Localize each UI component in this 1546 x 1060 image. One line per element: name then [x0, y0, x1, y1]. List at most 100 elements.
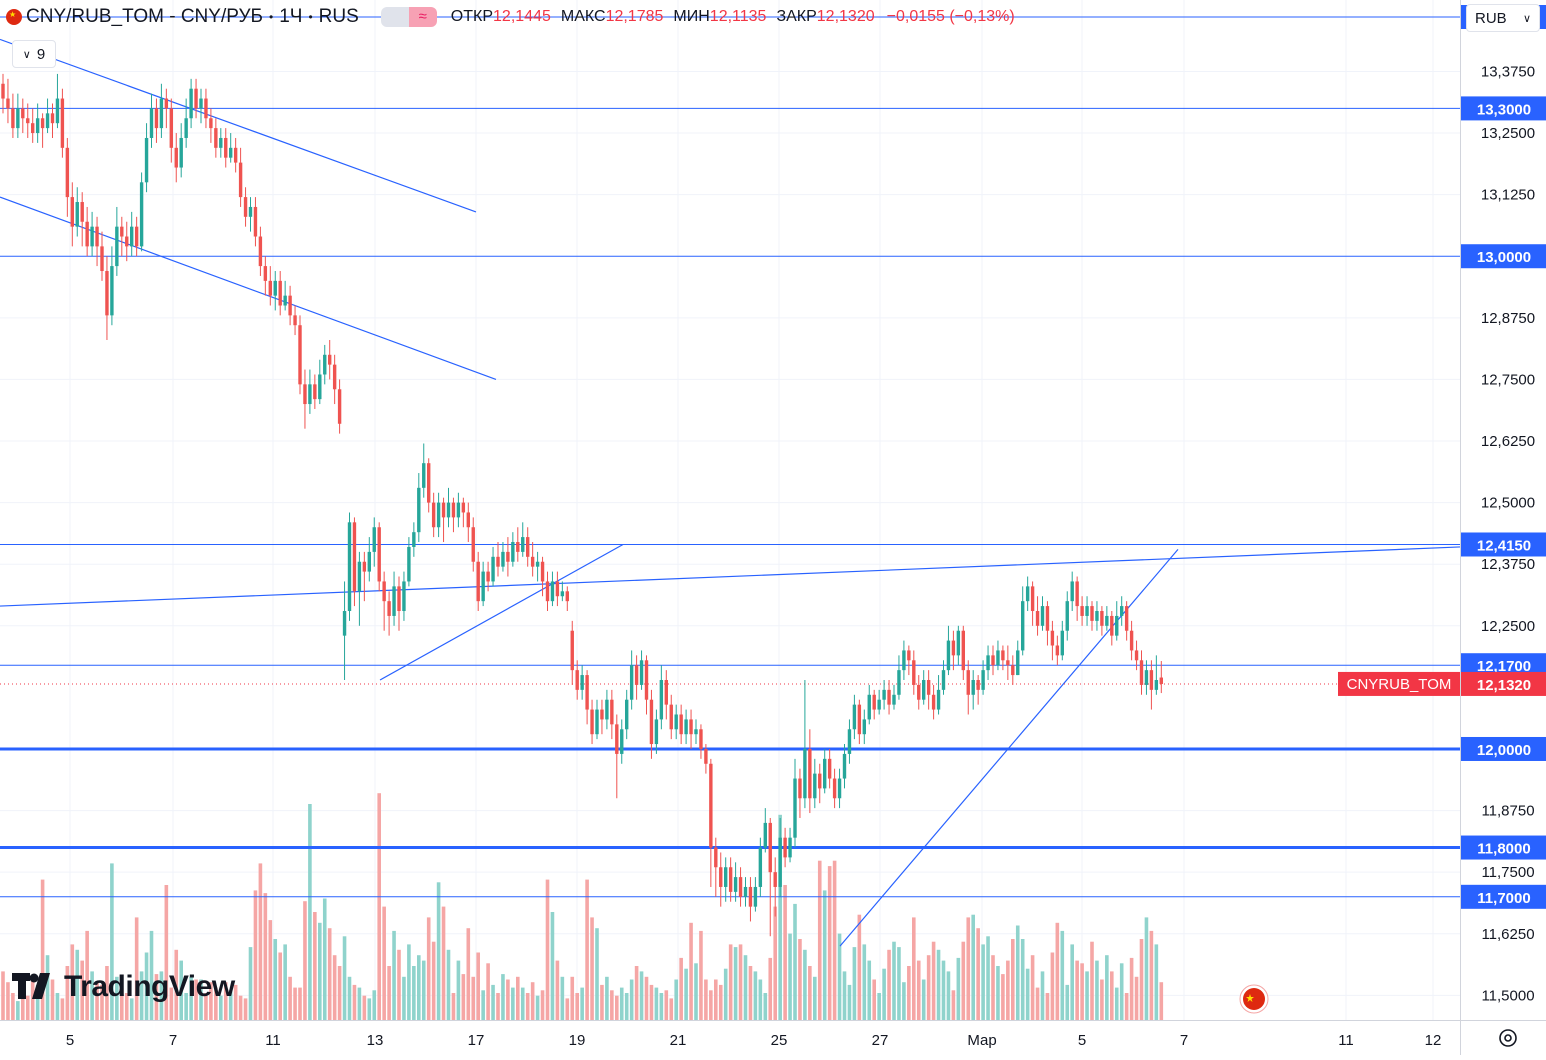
candle — [852, 694, 857, 740]
settings-gear-icon[interactable] — [1496, 1026, 1520, 1050]
volume-bar — [164, 885, 169, 1020]
candle-body — [382, 581, 386, 602]
candle-body — [1110, 615, 1114, 636]
candle — [100, 231, 104, 281]
candle-body — [26, 118, 30, 124]
candle-body — [714, 847, 718, 868]
candle-body — [1105, 615, 1109, 626]
price-tick-label: 12,7500 — [1481, 371, 1535, 388]
candle — [575, 660, 579, 700]
candle-body — [263, 266, 268, 281]
candle — [243, 187, 248, 227]
candle-body — [971, 680, 975, 695]
candle-body — [431, 502, 436, 528]
volume-bar — [6, 982, 10, 1020]
candle — [288, 285, 292, 326]
candle — [897, 655, 901, 700]
time-tick-label: 7 — [169, 1032, 177, 1049]
collapse-legend-button[interactable]: ∨ 9 — [12, 40, 56, 68]
candle-body — [224, 137, 228, 158]
time-axis[interactable]: 5 7 11 13 17 19 21 25 27 Мар 5 7 11 12 — [0, 1020, 1460, 1055]
candle-body — [545, 581, 550, 602]
volume-bar — [634, 966, 639, 1020]
price-scale: 13,3750 13,2500 13,1250 12,8750 12,7500 12,62… — [1461, 5, 1546, 1004]
candle-body — [808, 748, 812, 799]
candle — [629, 650, 634, 710]
currency-select[interactable]: RUB ∨ — [1466, 4, 1540, 32]
candle — [738, 867, 743, 907]
volume-bar — [872, 979, 876, 1020]
volume-bar — [704, 979, 708, 1020]
candle — [1139, 650, 1144, 695]
candle-body — [907, 650, 911, 661]
candle — [65, 137, 70, 217]
volume-bar — [991, 955, 995, 1020]
volume-bar — [60, 998, 65, 1020]
volume-bar — [1090, 941, 1094, 1020]
candle-body — [1090, 606, 1094, 621]
candle — [95, 216, 99, 267]
candle — [476, 551, 480, 612]
volume-bar — [808, 966, 812, 1020]
volume-bar — [253, 890, 258, 1020]
candle-body — [278, 280, 282, 306]
approx-icon[interactable]: ≈ — [408, 7, 437, 27]
candle-body — [654, 719, 659, 745]
candle — [813, 758, 817, 809]
candle-body — [436, 502, 441, 528]
volume-bar — [1144, 917, 1149, 1020]
price-axis[interactable]: 13,3750 13,2500 13,1250 12,8750 12,7500 12,62… — [1460, 0, 1546, 1020]
candle — [976, 675, 980, 705]
volume-bar — [1139, 939, 1144, 1020]
candle-body — [243, 197, 248, 217]
volume-bar — [70, 944, 75, 1020]
candle — [654, 709, 659, 754]
volume-bar — [1065, 984, 1070, 1020]
symbol-title[interactable]: CNY/RUB_TOM - CNY/РУБ — [26, 6, 264, 27]
volume-bar — [1070, 944, 1074, 1020]
close-label: ЗАКР — [776, 8, 817, 25]
price-tick-label: 13,2500 — [1481, 125, 1535, 142]
candle — [620, 719, 624, 764]
candle-body — [1035, 611, 1040, 626]
volume-bar — [129, 998, 134, 1020]
volume-bar — [580, 987, 584, 1020]
candle-body — [229, 147, 233, 158]
candle-body — [16, 108, 20, 129]
candle-body — [476, 561, 480, 602]
candle — [283, 280, 287, 311]
indicator-toggle[interactable]: ≈ — [380, 7, 437, 27]
volume-bar — [832, 860, 837, 1020]
chart-pane[interactable]: CNYRUB_TOM — [0, 0, 1460, 1020]
candle — [832, 768, 837, 809]
interval-label[interactable]: 1Ч — [279, 6, 303, 27]
candle-body — [80, 202, 84, 222]
candle-body — [328, 354, 332, 365]
candle — [397, 576, 401, 631]
candle-body — [847, 729, 852, 754]
candle-body — [1085, 606, 1089, 616]
volume-bar — [110, 863, 114, 1020]
symbol-legend: CNY/RUB_TOM - CNY/РУБ • 1Ч • RUS ≈ ОТКР … — [6, 5, 1015, 29]
candle — [669, 694, 673, 740]
candle-body — [788, 837, 792, 858]
volume-bar — [1154, 944, 1159, 1020]
volume-bar — [728, 944, 733, 1020]
candle-body — [461, 502, 466, 513]
candle-body — [506, 551, 510, 562]
candle-body — [585, 675, 589, 710]
candle-body — [1, 83, 5, 99]
level-price-badge — [1461, 532, 1546, 557]
volume-bar — [1025, 968, 1030, 1020]
hide-icon[interactable] — [380, 7, 409, 27]
volume-bar — [916, 960, 921, 1020]
candle-body — [778, 837, 782, 887]
candlestick-chart[interactable]: CNYRUB_TOM — [0, 0, 1460, 1020]
candle-body — [417, 487, 421, 533]
candle-body — [976, 680, 980, 690]
price-tick-label: 11,6250 — [1481, 926, 1534, 943]
candle-body — [857, 704, 862, 735]
candle — [1105, 606, 1109, 631]
last-price-badge — [1461, 671, 1546, 696]
candle-body — [818, 773, 822, 789]
